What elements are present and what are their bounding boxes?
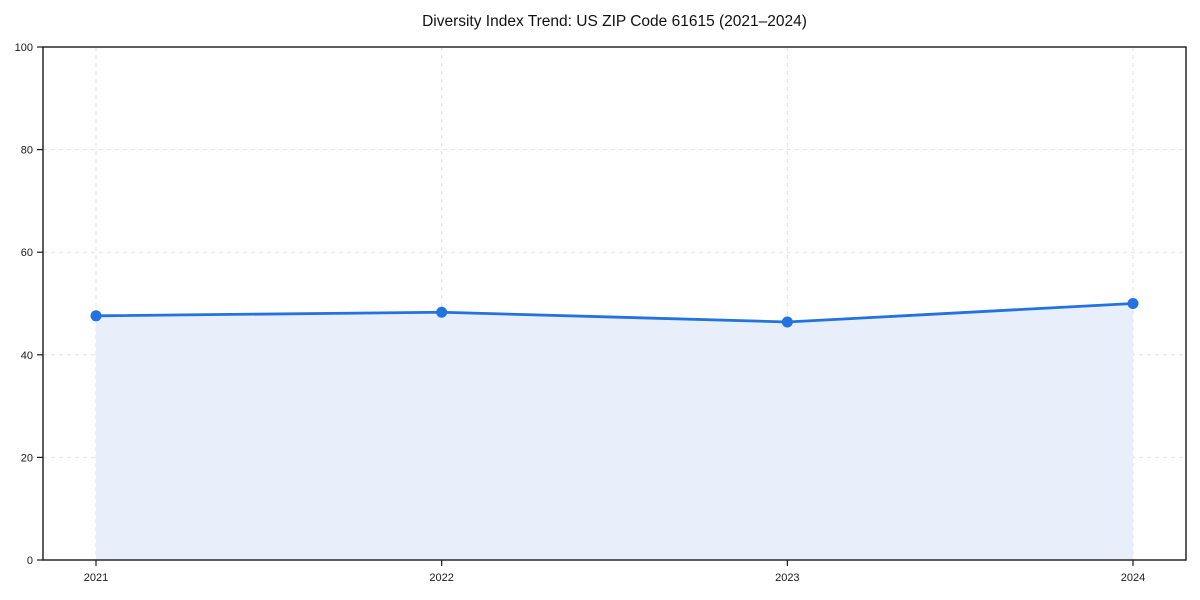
y-tick-label: 60 <box>21 247 33 259</box>
chart-title: Diversity Index Trend: US ZIP Code 61615… <box>422 13 807 30</box>
area-fill <box>96 303 1133 560</box>
data-point-marker <box>90 310 102 322</box>
y-tick-label: 20 <box>21 452 33 464</box>
y-tick-label: 40 <box>21 350 33 362</box>
trend-line <box>94 302 1135 324</box>
data-point-marker <box>781 316 793 328</box>
x-tick-label: 2024 <box>1121 572 1145 584</box>
y-tick-label: 80 <box>21 145 33 157</box>
axes-border <box>42 46 1187 561</box>
y-tick-label: 100 <box>15 42 33 54</box>
data-point-marker <box>1127 298 1139 309</box>
x-tick-label: 2021 <box>84 572 108 584</box>
data-point-marker <box>436 306 448 318</box>
x-tick-label: 2023 <box>775 572 799 584</box>
y-tick-label: 0 <box>27 555 33 567</box>
x-tick-label: 2022 <box>429 572 453 584</box>
